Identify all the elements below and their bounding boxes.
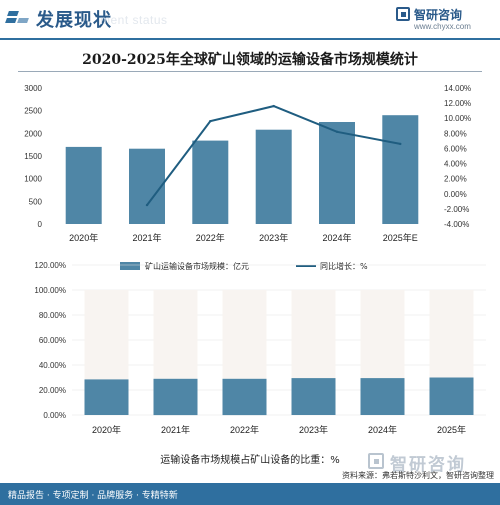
x-axis-category-label: 2023年	[299, 424, 328, 435]
y-axis-tick-label: 2000	[24, 129, 42, 138]
page-subtitle: ment status	[100, 13, 168, 27]
footer-text: 精品报告 · 专项定制 · 品牌服务 · 专精特新	[8, 491, 178, 501]
x-axis-category-label: 2024年	[322, 232, 351, 243]
legend-label-market-size: 矿山运输设备市场规模：亿元	[145, 261, 249, 271]
brand-logo-icon	[396, 7, 410, 21]
y2-axis-tick-label: -4.00%	[444, 220, 469, 229]
share-remainder-bar	[84, 290, 129, 380]
market-size-bar	[382, 115, 419, 224]
share-bar	[222, 378, 267, 416]
growth-rate-point	[399, 142, 402, 146]
growth-rate-point	[145, 203, 149, 207]
x-axis-category-label: 2021年	[132, 232, 161, 243]
y-axis-tick-label: 120.00%	[34, 261, 66, 270]
y2-axis-tick-label: 8.00%	[444, 129, 467, 138]
growth-rate-point	[272, 104, 275, 108]
share-remainder-bar	[360, 290, 405, 379]
market-size-bar	[129, 148, 165, 224]
footer-bar: 精品报告 · 专项定制 · 品牌服务 · 专精特新	[0, 483, 500, 505]
y2-axis-tick-label: 6.00%	[444, 144, 467, 153]
legend-label-growth-rate: 同比增长：%	[320, 261, 368, 271]
y-axis-tick-label: 1500	[24, 152, 42, 161]
y2-axis-tick-label: 0.00%	[444, 190, 467, 199]
brand-url: www.chyxx.com	[414, 22, 471, 31]
y-axis-tick-label: 2500	[24, 107, 42, 116]
share-bar	[429, 377, 474, 415]
x-axis-category-label: 2023年	[259, 232, 288, 243]
y-axis-tick-label: 40.00%	[39, 361, 66, 370]
x-axis-category-label: 2025年	[437, 424, 466, 435]
header-divider	[0, 38, 500, 40]
title-divider	[18, 71, 482, 72]
market-size-chart: 3000 2500 2000 1500 1000 500 0 14.00% 12.00% 10.0…	[24, 84, 471, 271]
growth-rate-point	[335, 130, 339, 133]
source-note: 资料来源：弗若斯特沙利文，智研咨询整理	[342, 471, 494, 480]
page-title: 发展现状	[36, 10, 112, 31]
brand-name: 智研咨询	[414, 8, 463, 22]
y-axis-tick-label: 500	[29, 197, 43, 206]
share-bar	[153, 378, 198, 416]
x-axis-category-label: 2022年	[196, 232, 225, 243]
watermark-text: 智研咨询	[390, 455, 466, 475]
watermark-icon	[368, 453, 384, 469]
market-size-bar	[192, 140, 229, 224]
y-axis-tick-label: 20.00%	[39, 386, 66, 395]
x-axis-category-label: 2024年	[368, 424, 397, 435]
y-axis-tick-label: 0	[38, 220, 43, 229]
market-size-bar	[255, 129, 292, 224]
y2-axis-tick-label: 4.00%	[444, 160, 467, 169]
y2-axis-tick-label: 12.00%	[444, 99, 471, 108]
page-header: 发展现状 ment status 智研咨询 www.chyxx.com	[0, 0, 500, 38]
market-size-bar	[319, 122, 355, 224]
share-remainder-bar	[291, 290, 336, 379]
watermark-logo: 智研咨询	[368, 450, 488, 475]
share-bar	[360, 378, 405, 415]
x-axis-category-label: 2020年	[69, 232, 98, 243]
growth-rate-point	[209, 120, 212, 123]
y-axis-tick-label: 3000	[24, 84, 42, 93]
y-axis-tick-label: 1000	[24, 175, 42, 184]
x-axis-category-label: 2022年	[230, 424, 259, 435]
x-axis-category-label: 2020年	[92, 424, 121, 435]
brand: 智研咨询 www.chyxx.com	[396, 6, 488, 36]
y-axis-tick-label: 0.00%	[43, 411, 66, 420]
y2-axis-tick-label: -2.00%	[444, 205, 469, 214]
x-axis-category-label: 2021年	[161, 424, 190, 435]
legend-swatch-market-size	[120, 262, 140, 270]
share-bar	[84, 379, 129, 415]
y-axis-tick-label: 80.00%	[39, 311, 66, 320]
share-bar	[291, 378, 336, 415]
share-remainder-bar	[429, 290, 474, 378]
share-remainder-bar	[153, 290, 198, 379]
chart-title: 2020-2025年全球矿山领域的运输设备市场规模统计	[82, 52, 418, 68]
y2-axis-tick-label: 10.00%	[444, 114, 471, 123]
y2-axis-tick-label: 2.00%	[444, 175, 467, 184]
y2-axis-tick-label: 14.00%	[444, 84, 471, 93]
x-axis-category-label: 2025年E	[383, 232, 418, 243]
y-axis-tick-label: 100.00%	[34, 286, 66, 295]
y-axis-tick-label: 60.00%	[39, 336, 66, 345]
share-chart-caption: 运输设备市场规模占矿山设备的比重：%	[160, 455, 340, 466]
share-remainder-bar	[222, 290, 267, 379]
market-size-bar	[65, 146, 102, 224]
